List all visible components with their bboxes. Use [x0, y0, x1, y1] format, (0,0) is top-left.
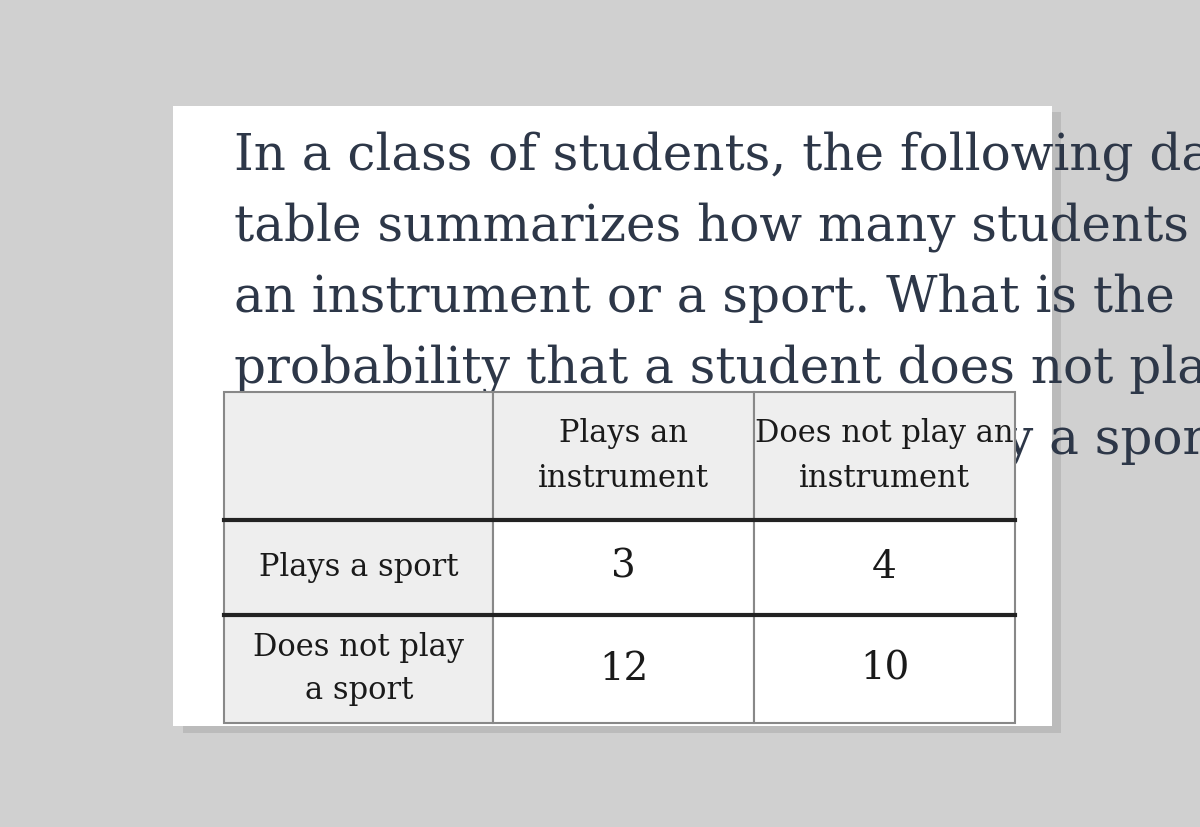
Bar: [224, 519, 493, 615]
Text: Plays an
instrument: Plays an instrument: [538, 418, 709, 494]
Bar: [224, 392, 493, 519]
Text: Does not play
a sport: Does not play a sport: [253, 632, 464, 706]
Text: Does not play an
instrument: Does not play an instrument: [755, 418, 1014, 494]
Bar: [224, 615, 493, 724]
Text: 10: 10: [859, 651, 910, 688]
Bar: [754, 615, 1015, 724]
Bar: [493, 519, 754, 615]
Text: In a class of students, the following data
table summarizes how many students pl: In a class of students, the following da…: [234, 131, 1200, 465]
Text: Plays a sport: Plays a sport: [259, 552, 458, 583]
Text: 3: 3: [611, 549, 636, 586]
Text: 12: 12: [599, 651, 648, 688]
Bar: [754, 519, 1015, 615]
Bar: [493, 615, 754, 724]
Text: 4: 4: [872, 549, 896, 586]
FancyBboxPatch shape: [173, 106, 1052, 726]
FancyBboxPatch shape: [182, 112, 1062, 733]
Bar: [493, 392, 754, 519]
Bar: [754, 392, 1015, 519]
